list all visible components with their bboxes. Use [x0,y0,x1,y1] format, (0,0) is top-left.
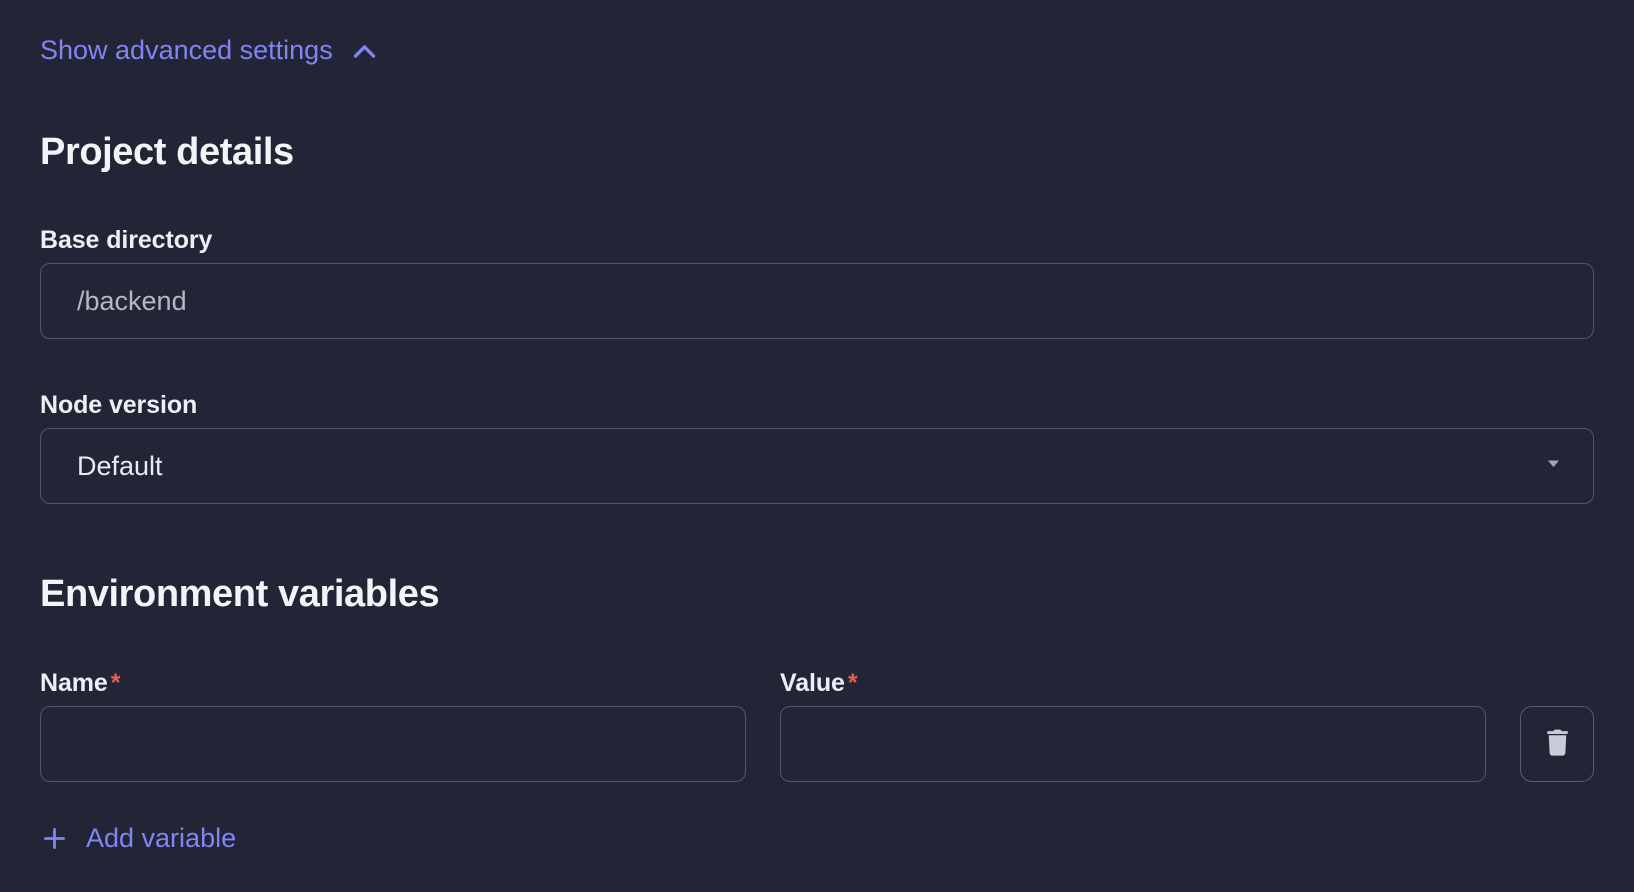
environment-variables-title: Environment variables [40,573,440,615]
base-directory-input[interactable] [40,263,1594,339]
env-variable-row [40,696,1594,782]
base-directory-label: Base directory [40,226,213,254]
env-value-input[interactable] [780,706,1486,782]
advanced-settings-panel: Show advanced settings Project details B… [40,33,1594,854]
trash-icon [1540,725,1575,763]
caret-down-icon [1542,451,1565,482]
advanced-settings-toggle[interactable]: Show advanced settings [40,33,380,67]
plus-icon [40,824,69,853]
add-variable-label: Add variable [86,823,237,853]
advanced-settings-toggle-label: Show advanced settings [40,35,333,65]
env-name-label: Name * [40,669,121,697]
delete-variable-button[interactable] [1520,706,1594,782]
required-asterisk: * [110,669,121,697]
env-value-label: Value * [780,669,858,697]
required-asterisk: * [847,669,858,697]
env-name-input[interactable] [40,706,746,782]
node-version-label: Node version [40,391,198,419]
node-version-selected-value: Default [77,450,163,481]
chevron-up-icon [349,33,380,67]
add-variable-button[interactable]: Add variable [40,822,236,854]
env-variable-labels-row: Name * Value * [40,670,1594,696]
node-version-select[interactable]: Default [40,428,1594,504]
project-details-title: Project details [40,131,294,173]
